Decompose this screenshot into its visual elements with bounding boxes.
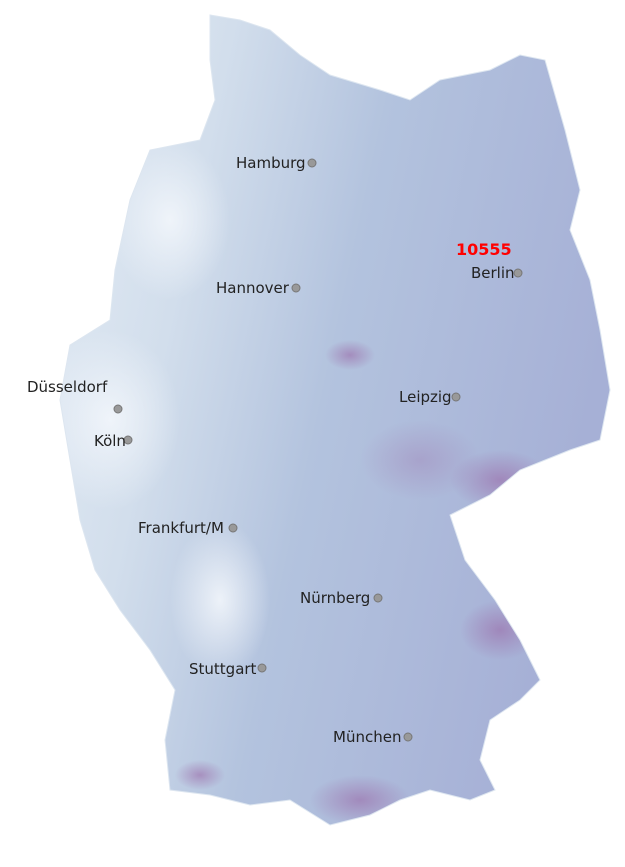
city-label-berlin: Berlin [471, 264, 515, 282]
city-label-hamburg: Hamburg [236, 154, 306, 172]
city-dot-berlin [513, 268, 523, 278]
city-label-muenchen: München [333, 728, 401, 746]
city-dot-hamburg [307, 158, 317, 168]
city-label-stuttgart: Stuttgart [189, 660, 257, 678]
highlighted-postal-code: 10555 [456, 240, 512, 259]
city-dot-stuttgart [257, 663, 267, 673]
city-dot-nuernberg [373, 593, 383, 603]
city-dot-leipzig [451, 392, 461, 402]
city-label-leipzig: Leipzig [399, 388, 452, 406]
city-dot-duesseldorf [113, 404, 123, 414]
city-dot-koeln [123, 435, 133, 445]
city-label-hannover: Hannover [216, 279, 290, 297]
city-dot-frankfurt [228, 523, 238, 533]
city-label-koeln: Köln [94, 432, 126, 450]
city-label-duesseldorf: Düsseldorf [27, 378, 108, 396]
city-label-frankfurt: Frankfurt/M [138, 519, 224, 537]
city-dot-hannover [291, 283, 301, 293]
city-markers: Hamburg 10555 Berlin Hannover Düsseldorf… [27, 154, 523, 746]
city-dot-muenchen [403, 732, 413, 742]
city-label-nuernberg: Nürnberg [300, 589, 370, 607]
